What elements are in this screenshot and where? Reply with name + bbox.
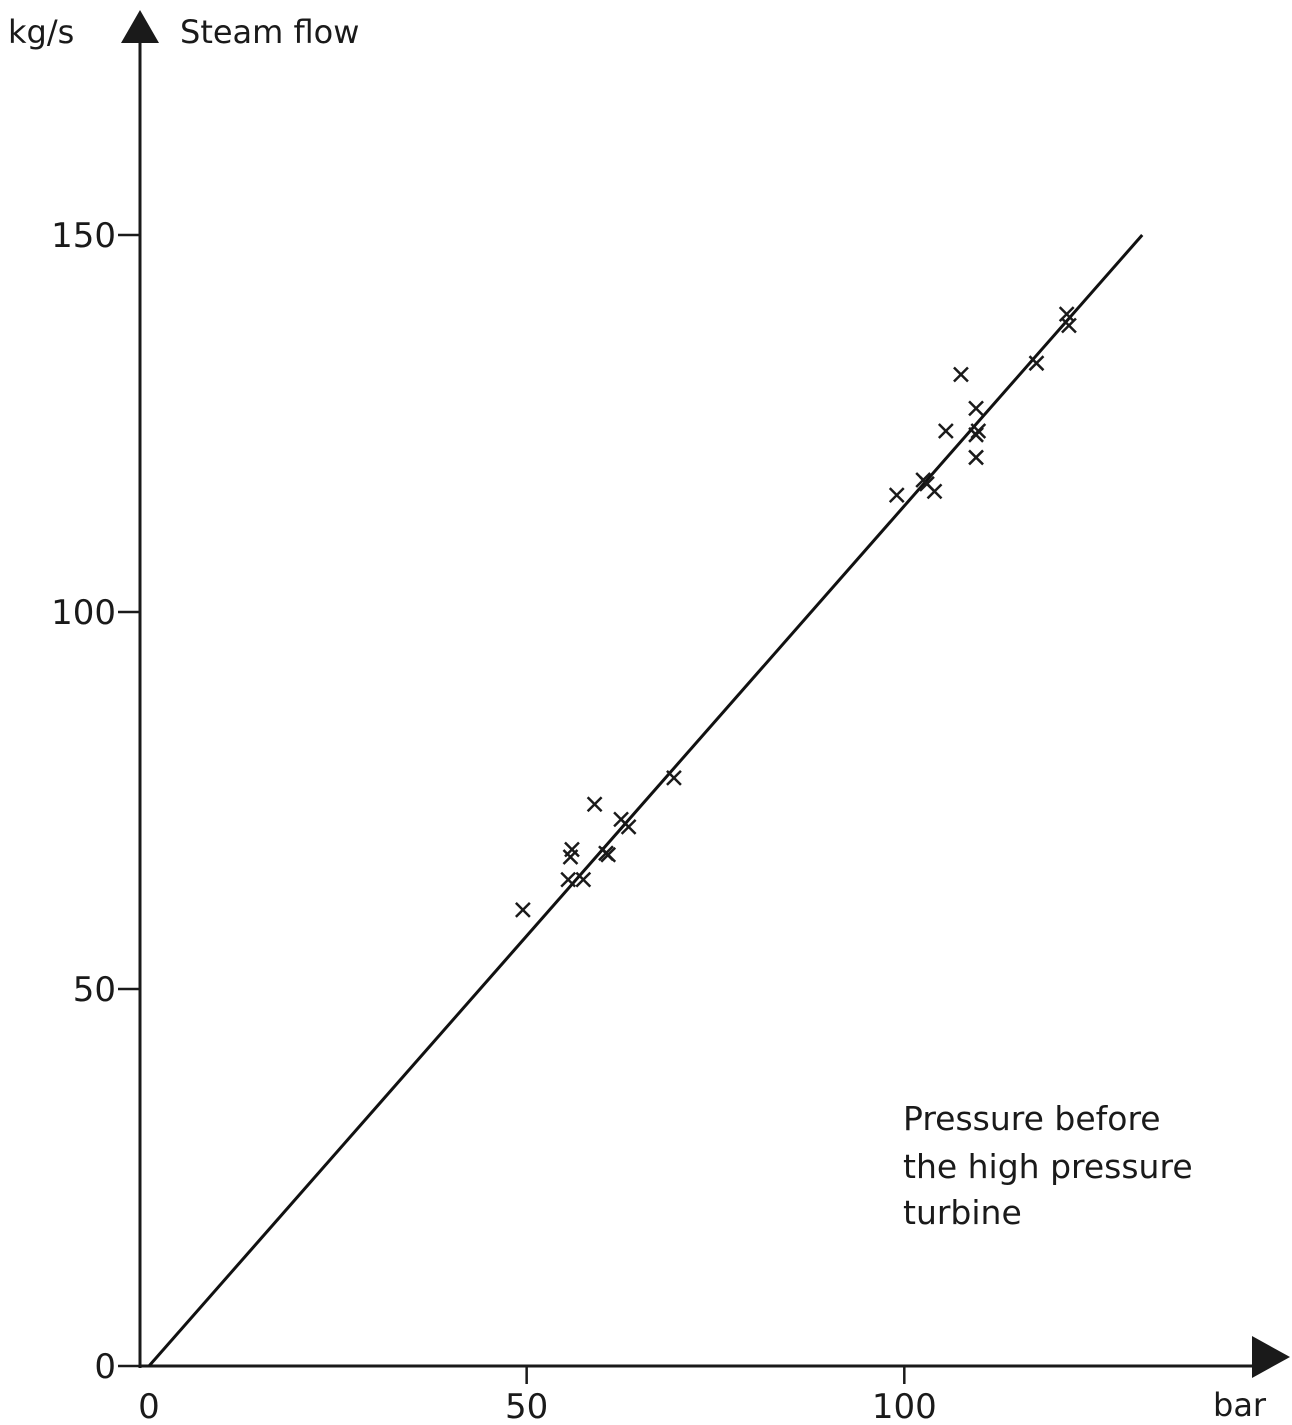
axis-ticks: 0 50 100 150 0 50 100 — [51, 216, 937, 1425]
x-axis-arrow — [1252, 1336, 1290, 1378]
data-point — [600, 846, 617, 863]
x-axis-unit: bar — [1213, 1386, 1267, 1424]
data-point — [970, 423, 987, 439]
annotation-line-3: turbine — [903, 1193, 1022, 1232]
data-point — [888, 487, 905, 504]
x-tick-label: 100 — [872, 1387, 937, 1425]
y-tick-label: 150 — [51, 216, 116, 256]
data-point — [514, 901, 531, 918]
y-tick-label: 0 — [94, 1347, 116, 1387]
y-tick-label: 100 — [51, 593, 116, 633]
data-point — [560, 871, 577, 888]
data-point — [937, 423, 954, 439]
data-points — [514, 306, 1077, 918]
regression-line — [147, 234, 1144, 1367]
x-tick-label: 50 — [505, 1387, 548, 1425]
data-point — [564, 841, 580, 858]
y-axis-title: Steam flow — [180, 13, 359, 51]
annotation-line-1: Pressure before — [903, 1099, 1161, 1138]
data-point — [666, 769, 682, 786]
data-point — [575, 871, 592, 888]
data-point — [1028, 355, 1045, 372]
data-point — [968, 400, 984, 417]
data-point — [926, 483, 943, 500]
x-tick-label: 0 — [138, 1387, 160, 1425]
data-point — [968, 449, 984, 466]
y-tick-label: 50 — [73, 970, 116, 1010]
data-point — [586, 796, 603, 813]
annotation-line-2: the high pressure — [903, 1147, 1193, 1186]
y-axis-unit: kg/s — [8, 13, 74, 51]
data-point — [953, 366, 969, 383]
y-axis-arrow — [121, 10, 159, 43]
data-point — [1061, 317, 1077, 334]
data-point — [620, 819, 637, 835]
